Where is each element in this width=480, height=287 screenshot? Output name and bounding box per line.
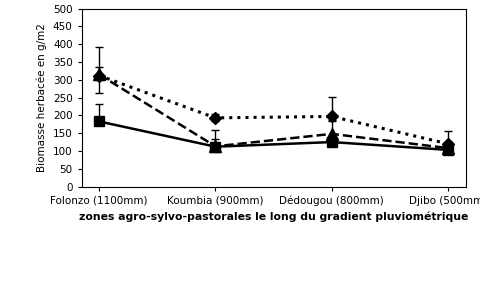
- X-axis label: zones agro-sylvo-pastorales le long du gradient pluviométrique: zones agro-sylvo-pastorales le long du g…: [79, 212, 468, 222]
- Y-axis label: Biomasse herbacée en g/m2: Biomasse herbacée en g/m2: [37, 23, 47, 172]
